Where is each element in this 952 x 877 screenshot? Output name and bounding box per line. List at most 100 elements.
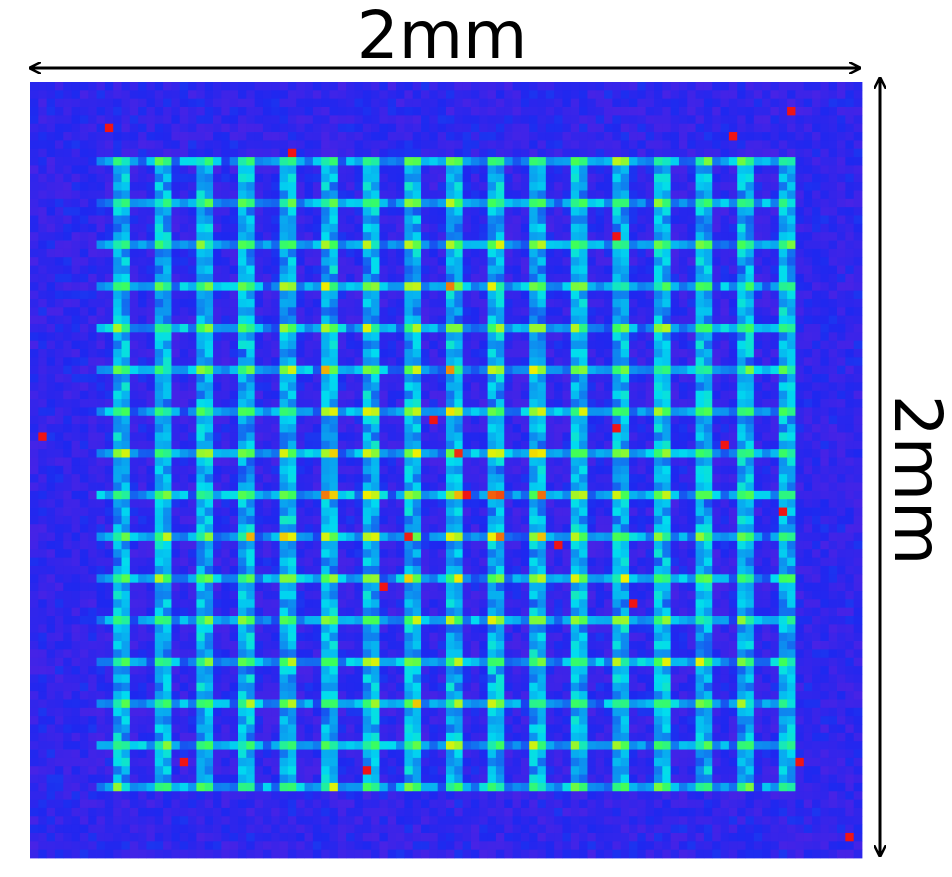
pixel [346, 415, 355, 425]
pixel [529, 332, 538, 342]
pixel [545, 265, 555, 275]
pixel [629, 190, 638, 200]
pixel [88, 140, 97, 150]
pixel [795, 198, 805, 208]
pixel [770, 207, 780, 216]
pixel [695, 357, 705, 367]
pixel [737, 240, 746, 250]
pixel [221, 424, 231, 433]
pixel [279, 332, 289, 342]
pixel [262, 240, 272, 250]
pixel [213, 382, 222, 392]
pixel [512, 432, 522, 442]
pixel [537, 457, 547, 467]
pixel [728, 115, 738, 125]
pixel [354, 265, 364, 275]
pixel [121, 198, 131, 208]
pixel [213, 440, 222, 450]
pixel [221, 390, 231, 400]
pixel [745, 107, 755, 116]
pixel [154, 273, 164, 283]
pixel [279, 215, 289, 225]
pixel [762, 349, 771, 358]
pixel [204, 315, 214, 325]
pixel [63, 165, 72, 175]
pixel [254, 282, 264, 291]
pixel [512, 90, 522, 100]
pixel [429, 82, 439, 91]
pixel [587, 382, 597, 392]
pixel [129, 223, 139, 233]
pixel [737, 307, 746, 317]
pixel [545, 465, 555, 475]
pixel [229, 315, 239, 325]
pixel [629, 107, 638, 116]
pixel [429, 132, 439, 141]
pixel [154, 340, 164, 350]
pixel [46, 424, 56, 433]
pixel [163, 440, 172, 450]
pixel [604, 215, 613, 225]
pixel [604, 173, 613, 183]
pixel [720, 265, 730, 275]
pixel [346, 132, 355, 141]
pixel [38, 290, 48, 300]
pixel [529, 232, 538, 241]
pixel [620, 190, 630, 200]
pixel [470, 323, 480, 333]
pixel [670, 148, 680, 158]
pixel [46, 223, 56, 233]
pixel [703, 474, 713, 483]
pixel [579, 190, 588, 200]
pixel [495, 465, 505, 475]
pixel [479, 474, 488, 483]
pixel [88, 165, 97, 175]
pixel [54, 457, 64, 467]
pixel [753, 374, 763, 383]
pixel [246, 248, 256, 258]
pixel [113, 424, 122, 433]
pixel [828, 315, 838, 325]
pixel [396, 115, 405, 125]
pixel [720, 140, 730, 150]
pixel [512, 223, 522, 233]
pixel [246, 215, 256, 225]
pixel [479, 449, 488, 458]
pixel [470, 232, 480, 241]
pixel [412, 465, 422, 475]
pixel [254, 273, 264, 283]
pixel [446, 365, 455, 375]
pixel [853, 107, 863, 116]
pixel [629, 390, 638, 400]
pixel [778, 298, 788, 308]
pixel [678, 182, 688, 191]
pixel [554, 115, 563, 125]
pixel [171, 190, 181, 200]
pixel [437, 332, 447, 342]
pixel [454, 215, 464, 225]
pixel [570, 282, 580, 291]
pixel [662, 282, 672, 291]
pixel [670, 265, 680, 275]
pixel [38, 257, 48, 266]
pixel [287, 457, 297, 467]
pixel [712, 390, 721, 400]
pixel [113, 198, 122, 208]
pixel [479, 265, 488, 275]
pixel [79, 399, 89, 408]
pixel [296, 374, 305, 383]
pixel [362, 457, 372, 467]
pixel [96, 115, 106, 125]
pixel [562, 232, 572, 241]
pixel [238, 257, 247, 266]
pixel [138, 90, 147, 100]
pixel [720, 98, 730, 108]
pixel [246, 207, 256, 216]
pixel [545, 123, 555, 133]
pixel [387, 207, 397, 216]
pixel [96, 440, 106, 450]
pixel [79, 298, 89, 308]
pixel [104, 440, 114, 450]
pixel [262, 82, 272, 91]
pixel [812, 349, 821, 358]
